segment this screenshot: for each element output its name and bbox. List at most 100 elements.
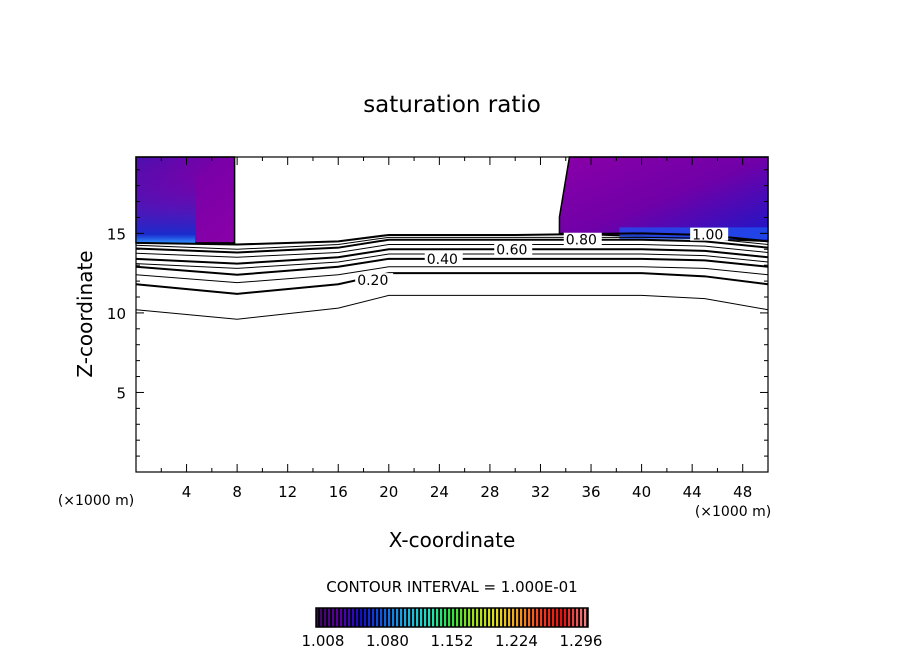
x-tick-label: 4 <box>182 483 192 501</box>
colorbar-swatch <box>372 608 375 627</box>
colorbar-swatch <box>476 608 479 627</box>
colorbar-swatch <box>496 608 499 627</box>
colorbar-swatch <box>336 608 339 627</box>
x-tick-label: 8 <box>232 483 242 501</box>
colorbar-swatch <box>540 608 543 627</box>
colorbar-label: 1.152 <box>431 632 474 650</box>
colorbar-swatch <box>408 608 411 627</box>
contour-label-bg <box>494 242 533 256</box>
colorbar-swatch <box>576 608 579 627</box>
colorbar-swatch <box>536 608 539 627</box>
colorbar-swatch <box>432 608 435 627</box>
x-tick-label: 16 <box>329 483 348 501</box>
colorbar-swatch <box>380 608 383 627</box>
colorbar-frame <box>315 607 589 628</box>
contour-line-0.2 <box>135 272 769 295</box>
colorbar-swatch <box>508 608 511 627</box>
contour-line-0.7 <box>135 244 769 258</box>
x-tick-label: 20 <box>379 483 398 501</box>
z-unit-label: (×1000 m) <box>58 493 134 509</box>
contour-line-0.8 <box>135 238 769 254</box>
colorbar: 1.008 1.080 1.152 1.224 1.296 <box>302 607 603 650</box>
y-axis-label: Z-coordinate <box>73 250 97 377</box>
colorbar-swatch <box>436 608 439 627</box>
colorbar-swatch <box>528 608 531 627</box>
x-tick-label: 36 <box>581 483 600 501</box>
x-tick-label: 44 <box>683 483 702 501</box>
colorbar-swatch <box>364 608 367 627</box>
colorbar-swatch <box>552 608 555 627</box>
colorbar-swatch <box>504 608 507 627</box>
x-tick-label: 40 <box>632 483 651 501</box>
colorbar-swatch <box>392 608 395 627</box>
colorbar-swatch <box>332 608 335 627</box>
colorbar-swatch <box>352 608 355 627</box>
colorbar-swatch <box>344 608 347 627</box>
contour-interval-label: CONTOUR INTERVAL = 1.000E-01 <box>326 578 577 596</box>
colorbar-swatch <box>448 608 451 627</box>
x-tick-label: 24 <box>430 483 449 501</box>
colorbar-swatch <box>472 608 475 627</box>
colorbar-swatch <box>524 608 527 627</box>
x-unit-label: (×1000 m) <box>695 504 771 520</box>
colorbar-swatch <box>316 608 319 627</box>
colorbar-swatch <box>520 608 523 627</box>
y-tick-label: 15 <box>107 225 126 243</box>
colorbar-swatch <box>400 608 403 627</box>
colorbar-swatch <box>488 608 491 627</box>
x-tick-label: 28 <box>480 483 499 501</box>
colorbar-swatch <box>484 608 487 627</box>
contour-label-bg <box>424 251 463 265</box>
colorbar-swatch <box>500 608 503 627</box>
colorbar-swatch <box>396 608 399 627</box>
y-tick-label: 10 <box>107 305 126 323</box>
contour-label: 0.60 <box>496 242 527 258</box>
colorbar-swatch <box>548 608 551 627</box>
colorbar-swatch <box>360 608 363 627</box>
x-tick-label: 32 <box>531 483 550 501</box>
contour-label: 0.80 <box>566 233 597 249</box>
colorbar-swatch <box>328 608 331 627</box>
colorbar-swatch <box>388 608 391 627</box>
colorbar-swatch <box>424 608 427 627</box>
contour-label-bg <box>355 273 394 287</box>
colorbar-swatch <box>460 608 463 627</box>
colorbar-swatch <box>580 608 583 627</box>
colorbar-swatch <box>556 608 559 627</box>
colorbar-swatch <box>412 608 415 627</box>
contour-label: 0.40 <box>427 252 458 268</box>
colorbar-swatch <box>492 608 495 627</box>
contour-label-bg <box>690 227 729 241</box>
colorbar-swatch <box>584 608 587 627</box>
contour-label: 1.00 <box>692 228 723 244</box>
plot-frame <box>135 156 769 473</box>
colorbar-swatch <box>356 608 359 627</box>
colorbar-swatch <box>368 608 371 627</box>
colorbar-label: 1.224 <box>495 632 538 650</box>
colorbar-swatch <box>516 608 519 627</box>
colorbar-swatch <box>572 608 575 627</box>
fill-region-shade <box>136 157 196 243</box>
colorbar-swatch <box>340 608 343 627</box>
colorbar-swatch <box>464 608 467 627</box>
contour-line-0.6 <box>135 248 769 265</box>
contour-label: 0.20 <box>357 273 388 289</box>
colorbar-swatch <box>348 608 351 627</box>
colorbar-swatch <box>416 608 419 627</box>
x-axis-label: X-coordinate <box>389 528 516 552</box>
colorbar-swatch <box>320 608 323 627</box>
chart-title: saturation ratio <box>363 92 541 118</box>
colorbar-swatch <box>564 608 567 627</box>
colorbar-swatch <box>452 608 455 627</box>
colorbar-swatch <box>512 608 515 627</box>
contour-label-bg <box>563 232 602 246</box>
colorbar-swatch <box>532 608 535 627</box>
colorbar-swatch <box>544 608 547 627</box>
colorbar-label: 1.296 <box>560 632 603 650</box>
colorbar-swatch <box>560 608 563 627</box>
y-tick-label: 5 <box>116 384 126 402</box>
colorbar-swatch <box>468 608 471 627</box>
colorbar-swatch <box>456 608 459 627</box>
contour-line-0.1 <box>135 294 769 320</box>
